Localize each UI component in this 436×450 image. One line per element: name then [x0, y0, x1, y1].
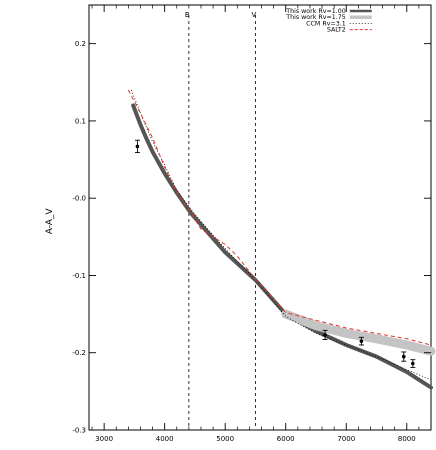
data-point — [401, 354, 406, 359]
legend-label: This work Rv=1.75 — [285, 14, 346, 21]
y-tick-label: -0.2 — [72, 349, 86, 357]
legend-label: SALT2 — [327, 27, 346, 34]
x-tick-label: 7000 — [337, 435, 355, 443]
data-point — [135, 144, 140, 149]
y-tick-label: -0.1 — [72, 272, 86, 280]
x-tick-label: 8000 — [398, 435, 416, 443]
y-tick-label: 0.1 — [75, 117, 86, 125]
band-label-v: V — [251, 11, 256, 19]
plot-frame — [88, 4, 432, 431]
x-tick-label: 5000 — [216, 435, 234, 443]
y-tick-label: -0.0 — [72, 195, 86, 203]
x-tick-label: 6000 — [277, 435, 295, 443]
data-point — [359, 339, 364, 343]
series-this-work-rv-1-00 — [131, 103, 433, 390]
band-label-b: B — [185, 11, 190, 19]
x-tick-label: 3000 — [95, 435, 113, 443]
x-tick-label: 4000 — [156, 435, 174, 443]
y-tick-label: -0.3 — [72, 427, 86, 435]
series-this-work-rv-1-75 — [281, 309, 436, 356]
data-point — [411, 361, 415, 366]
y-axis-label: A-A_V — [45, 208, 55, 235]
legend-label: This work Rv=1.00 — [285, 8, 346, 15]
data-point — [323, 333, 327, 337]
legend-label: CCM Rv=3.1 — [306, 20, 346, 27]
series-salt2 — [127, 89, 432, 346]
y-tick-label: 0.2 — [75, 40, 86, 48]
